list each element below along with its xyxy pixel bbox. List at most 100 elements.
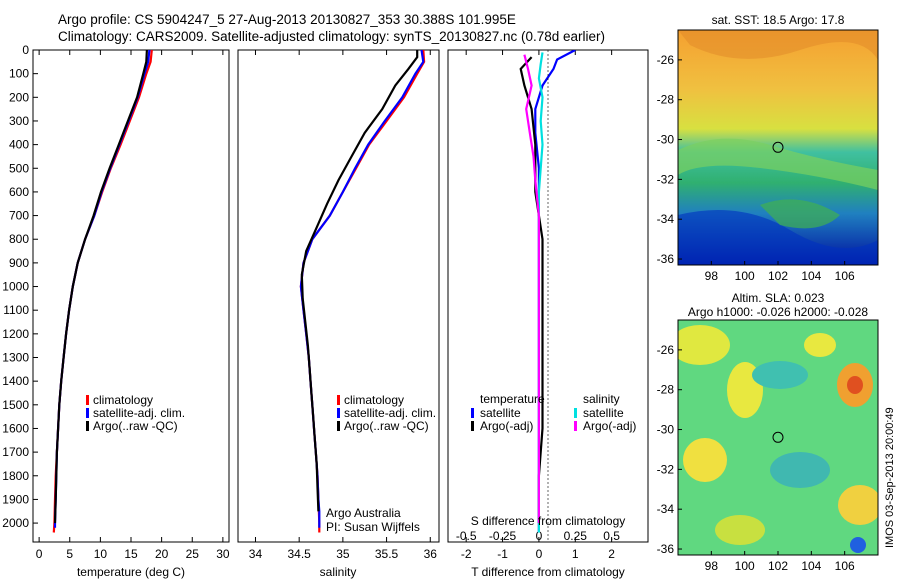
y-tick-label: 1700 — [2, 445, 29, 459]
map-y-tick-label: -34 — [657, 502, 675, 516]
difference-xlabel: T difference from climatology — [471, 565, 625, 579]
x-tick-label: 2 — [608, 547, 615, 561]
temperature-legend: climatology satellite-adj. clim. Argo(..… — [86, 393, 185, 433]
map-y-tick-label: -30 — [657, 133, 675, 147]
series-line — [52, 50, 153, 533]
y-tick-label: 1600 — [2, 421, 29, 435]
salinity-series — [299, 50, 426, 533]
sst-warm-water — [678, 30, 878, 60]
x-tick-label: 30 — [216, 547, 230, 561]
x-tick-label: 1 — [572, 547, 579, 561]
legend-label: climatology — [93, 393, 153, 407]
legend-label: satellite — [583, 406, 624, 420]
legend-label: Argo(..raw -QC) — [93, 419, 178, 433]
y-tick-label: 1100 — [3, 303, 29, 317]
salinity-legend: climatology satellite-adj. clim. Argo(..… — [337, 393, 436, 433]
s-tick-label: 0.5 — [603, 529, 620, 543]
map-y-tick-label: -26 — [657, 343, 675, 357]
y-tick-label: 0 — [22, 43, 29, 57]
legend-heading-salinity: salinity — [583, 392, 620, 406]
salinity-xlabel: salinity — [320, 565, 357, 579]
annotation-argo-australia: Argo Australia — [326, 506, 401, 520]
map-x-tick-label: 100 — [735, 559, 755, 573]
s-tick-label: -0.5 — [456, 529, 477, 543]
map-x-tick-label: 98 — [705, 559, 719, 573]
temperature-xlabel: temperature (deg C) — [77, 565, 185, 579]
y-tick-label: 2000 — [2, 516, 29, 530]
y-tick-label: 600 — [9, 185, 29, 199]
legend-label: Argo(..raw -QC) — [344, 419, 429, 433]
temperature-x-ticks: 0 5 10 15 20 25 30 — [36, 50, 230, 561]
legend-swatch-satellite — [337, 408, 340, 418]
depth-ticks: 0 100 200 300 400 500 600 700 800 900 1000 1100 1200… — [2, 43, 38, 530]
sla-anomaly — [715, 515, 765, 545]
difference-top-xlabel: S difference from climatology — [471, 514, 626, 528]
y-tick-label: 300 — [9, 114, 29, 128]
map-y-tick-label: -32 — [657, 462, 675, 476]
temperature-plot-frame — [32, 49, 230, 543]
legend-label: satellite-adj. clim. — [93, 406, 185, 420]
y-tick-label: 1500 — [2, 398, 29, 412]
map-y-tick-label: -34 — [657, 212, 675, 226]
argo-position-marker — [772, 141, 784, 153]
s-tick-label: -0.25 — [489, 529, 517, 543]
header-line-1: Argo profile: CS 5904247_5 27-Aug-2013 2… — [58, 12, 516, 27]
x-tick-label: 25 — [186, 547, 200, 561]
map-y-tick-label: -28 — [657, 383, 675, 397]
sla-anomaly — [752, 361, 808, 389]
series-line — [519, 56, 544, 524]
temperature-series — [52, 50, 153, 533]
legend-label: satellite-adj. clim. — [344, 406, 436, 420]
legend-heading-temperature: temperature — [480, 392, 545, 406]
sla-anomaly — [838, 485, 878, 525]
y-tick-label: 500 — [9, 161, 29, 175]
s-tick-label: 0 — [536, 529, 543, 543]
map-y-tick-label: -30 — [657, 423, 675, 437]
y-tick-label: 900 — [9, 256, 29, 270]
x-tick-label: 34.5 — [287, 547, 311, 561]
y-tick-label: 1400 — [2, 374, 29, 388]
legend-swatch-t-argo — [471, 421, 474, 431]
y-tick-label: 1300 — [2, 351, 29, 365]
sst-map-title: sat. SST: 18.5 Argo: 17.8 — [712, 13, 845, 27]
y-tick-label: 1800 — [2, 469, 29, 483]
difference-x-ticks: -2 -1 0 1 2 — [461, 50, 615, 561]
series-line — [53, 50, 148, 524]
x-tick-label: 10 — [94, 547, 108, 561]
map-x-tick-label: 100 — [735, 269, 755, 283]
y-tick-label: 400 — [9, 138, 29, 152]
sla-anomaly — [850, 537, 866, 553]
y-tick-label: 800 — [9, 232, 29, 246]
map-x-tick-label: 98 — [705, 269, 719, 283]
sla-anomaly — [678, 325, 730, 365]
imos-timestamp: IMOS 03-Sep-2013 20:00:49 — [884, 407, 896, 548]
map-y-tick-label: -36 — [657, 542, 675, 556]
map-y-tick-label: -32 — [657, 172, 675, 186]
legend-swatch-s-argo — [574, 421, 577, 431]
x-tick-label: 0 — [36, 547, 43, 561]
sst-front — [678, 138, 878, 190]
x-tick-label: 36 — [424, 547, 438, 561]
legend-swatch-s-satellite — [574, 408, 577, 418]
y-tick-label: 100 — [9, 67, 29, 81]
legend-swatch-t-satellite — [471, 408, 474, 418]
x-tick-label: 35 — [336, 547, 350, 561]
difference-series — [519, 50, 576, 533]
y-tick-label: 1900 — [2, 492, 29, 506]
y-tick-label: 1200 — [2, 327, 29, 341]
sla-anomaly — [847, 376, 863, 394]
map-x-tick-label: 106 — [835, 559, 855, 573]
x-tick-label: -2 — [461, 547, 472, 561]
header-line-2: Climatology: CARS2009. Satellite-adjuste… — [58, 29, 606, 44]
x-tick-label: 15 — [124, 547, 138, 561]
sla-map-ticks: 98 100 102 104 106 -26 -28 -30 -32 -34 -36 — [657, 343, 855, 573]
series-line — [300, 50, 419, 512]
difference-legend: temperature salinity satellite Argo(-adj… — [471, 392, 636, 433]
map-x-tick-label: 104 — [801, 559, 821, 573]
sst-map — [678, 30, 878, 265]
x-tick-label: 35.5 — [375, 547, 399, 561]
sla-anomaly — [683, 438, 727, 482]
map-x-tick-label: 106 — [835, 269, 855, 283]
sla-anomaly — [770, 452, 830, 488]
